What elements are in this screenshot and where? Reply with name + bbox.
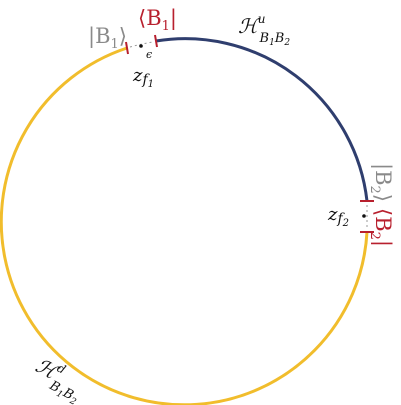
h-lower-label: ℋdB1B2 [27,351,90,405]
lower-arc [0,46,369,405]
ket-b1-label: |B1⟩ [88,24,127,52]
point-zf2 [362,214,366,218]
gap-b1 [129,41,154,48]
epsilon-label: ϵ [146,48,152,61]
ket-b2-group: |B2⟩ [367,163,395,202]
zf2-label: zf2 [327,204,349,229]
tick-b1-left [125,41,129,55]
bra-b1-label: ⟨B1| [138,6,177,34]
point-zf1 [139,44,143,48]
h-lower-group: ℋdB1B2 [27,351,90,405]
ket-b2-label: |B2⟩ [367,163,395,202]
upper-arc [155,37,369,202]
zf1-label: zf1 [132,65,154,90]
tick-b1-right [154,34,158,48]
h-upper-label: ℋu B1B2 [238,12,290,48]
bra-b2-label: ⟨B2| [367,208,395,247]
bra-b2-group: ⟨B2| [367,208,395,247]
